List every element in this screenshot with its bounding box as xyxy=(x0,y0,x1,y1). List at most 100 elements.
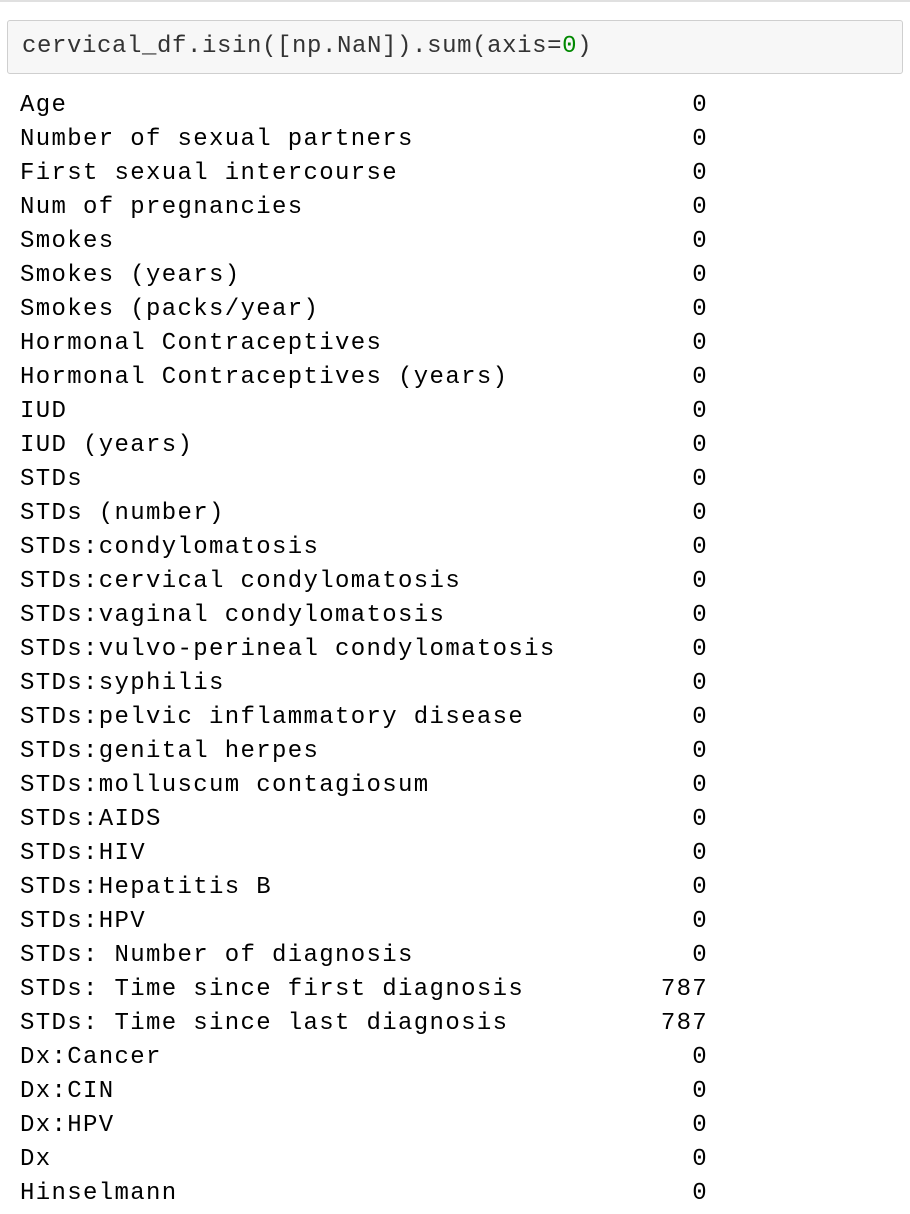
output-row-label: Num of pregnancies xyxy=(20,194,304,221)
output-row: Dx:Cancer 0 xyxy=(0,1041,910,1075)
output-row-label: STDs:cervical condylomatosis xyxy=(20,568,462,595)
code-text: cervical_df.isin([np.NaN]).sum(axis= xyxy=(22,33,563,60)
output-row-value: 0 xyxy=(692,806,708,833)
output-row-label: STDs:condylomatosis xyxy=(20,534,320,561)
output-row-value: 0 xyxy=(692,874,708,901)
output-row-value: 0 xyxy=(692,1180,708,1207)
output-row-value: 0 xyxy=(692,772,708,799)
output-row-value: 0 xyxy=(692,568,708,595)
code-closing-paren: ) xyxy=(577,33,593,60)
output-row: STDs:cervical condylomatosis 0 xyxy=(0,565,910,599)
output-row: IUD (years) 0 xyxy=(0,429,910,463)
output-row-label: STDs: Time since first diagnosis xyxy=(20,976,525,1003)
output-row-label: STDs:molluscum contagiosum xyxy=(20,772,430,799)
output-row-label: STDs:genital herpes xyxy=(20,738,320,765)
output-row-label: Number of sexual partners xyxy=(20,126,414,153)
output-row-label: STDs: Time since last diagnosis xyxy=(20,1010,509,1037)
output-row-label: Hormonal Contraceptives (years) xyxy=(20,364,509,391)
output-row: STDs (number) 0 xyxy=(0,497,910,531)
code-line[interactable]: cervical_df.isin([np.NaN]).sum(axis=0) xyxy=(22,29,592,65)
output-row-value: 0 xyxy=(692,636,708,663)
output-row-value: 0 xyxy=(692,330,708,357)
output-row-value: 0 xyxy=(692,738,708,765)
output-row: Hormonal Contraceptives (years) 0 xyxy=(0,361,910,395)
output-row: STDs:pelvic inflammatory disease 0 xyxy=(0,701,910,735)
output-row-value: 0 xyxy=(692,364,708,391)
output-row: Dx 0 xyxy=(0,1143,910,1177)
output-row-value: 0 xyxy=(692,262,708,289)
output-row: STDs:HPV 0 xyxy=(0,905,910,939)
output-row-value: 0 xyxy=(692,194,708,221)
output-row-value: 0 xyxy=(692,398,708,425)
output-row-label: Dx:CIN xyxy=(20,1078,115,1105)
output-row-label: First sexual intercourse xyxy=(20,160,399,187)
output-row: Hormonal Contraceptives 0 xyxy=(0,327,910,361)
output-row-label: Dx:HPV xyxy=(20,1112,115,1139)
output-row: STDs: Time since first diagnosis 787 xyxy=(0,973,910,1007)
output-row-value: 0 xyxy=(692,92,708,119)
output-row-label: STDs (number) xyxy=(20,500,225,527)
output-row: STDs:syphilis 0 xyxy=(0,667,910,701)
output-row-label: Smokes xyxy=(20,228,115,255)
output-row-value: 0 xyxy=(692,602,708,629)
output-row: Age 0 xyxy=(0,89,910,123)
output-row-value: 0 xyxy=(692,500,708,527)
output-row: IUD 0 xyxy=(0,395,910,429)
output-row-label: STDs: Number of diagnosis xyxy=(20,942,414,969)
output-row-value: 787 xyxy=(660,1010,708,1037)
output-row-label: Hinselmann xyxy=(20,1180,178,1207)
output-row-label: IUD xyxy=(20,398,68,425)
output-row: STDs:Hepatitis B 0 xyxy=(0,871,910,905)
output-row-label: STDs:pelvic inflammatory disease xyxy=(20,704,525,731)
output-row-label: IUD (years) xyxy=(20,432,194,459)
output-row-label: Age xyxy=(20,92,68,119)
output-row-value: 0 xyxy=(692,908,708,935)
output-row: STDs:HIV 0 xyxy=(0,837,910,871)
output-row-value: 0 xyxy=(692,296,708,323)
output-row: STDs:vaginal condylomatosis 0 xyxy=(0,599,910,633)
output-row-label: Smokes (packs/year) xyxy=(20,296,320,323)
output-row-label: STDs:HIV xyxy=(20,840,147,867)
output-row-value: 0 xyxy=(692,126,708,153)
code-number-literal: 0 xyxy=(562,33,578,60)
output-row: STDs:condylomatosis 0 xyxy=(0,531,910,565)
output-row: Dx:HPV 0 xyxy=(0,1109,910,1143)
output-row-value: 0 xyxy=(692,1078,708,1105)
output-row-value: 0 xyxy=(692,1044,708,1071)
output-row: STDs: Time since last diagnosis 787 xyxy=(0,1007,910,1041)
code-input-cell[interactable]: cervical_df.isin([np.NaN]).sum(axis=0) xyxy=(7,20,903,74)
output-row-value: 0 xyxy=(692,160,708,187)
output-row: First sexual intercourse 0 xyxy=(0,157,910,191)
output-row-label: STDs:AIDS xyxy=(20,806,162,833)
output-row-label: Dx xyxy=(20,1146,52,1173)
output-row-value: 0 xyxy=(692,704,708,731)
output-row: Smokes (years) 0 xyxy=(0,259,910,293)
output-row-label: Hormonal Contraceptives xyxy=(20,330,383,357)
output-row: STDs 0 xyxy=(0,463,910,497)
output-row-value: 0 xyxy=(692,1112,708,1139)
output-row-label: STDs:vaginal condylomatosis xyxy=(20,602,446,629)
output-row: STDs:genital herpes 0 xyxy=(0,735,910,769)
output-row-value: 0 xyxy=(692,670,708,697)
output-row: Number of sexual partners 0 xyxy=(0,123,910,157)
output-row: Smokes 0 xyxy=(0,225,910,259)
output-row-value: 787 xyxy=(660,976,708,1003)
cell-top-border xyxy=(0,0,910,2)
output-row-label: STDs:vulvo-perineal condylomatosis xyxy=(20,636,556,663)
output-row: Hinselmann 0 xyxy=(0,1177,910,1211)
output-row-label: STDs xyxy=(20,466,84,493)
output-row: Dx:CIN 0 xyxy=(0,1075,910,1109)
output-row-value: 0 xyxy=(692,228,708,255)
output-row-value: 0 xyxy=(692,534,708,561)
cell-output-area: Age 0 Number of sexual partners 0 First sexu… xyxy=(0,89,910,1211)
output-row-value: 0 xyxy=(692,432,708,459)
output-row-value: 0 xyxy=(692,942,708,969)
output-row-label: Smokes (years) xyxy=(20,262,241,289)
output-row-label: STDs:HPV xyxy=(20,908,147,935)
output-row: Num of pregnancies 0 xyxy=(0,191,910,225)
output-row-label: STDs:Hepatitis B xyxy=(20,874,273,901)
output-row: STDs: Number of diagnosis 0 xyxy=(0,939,910,973)
output-row-label: STDs:syphilis xyxy=(20,670,225,697)
output-row-value: 0 xyxy=(692,840,708,867)
output-row-label: Dx:Cancer xyxy=(20,1044,162,1071)
